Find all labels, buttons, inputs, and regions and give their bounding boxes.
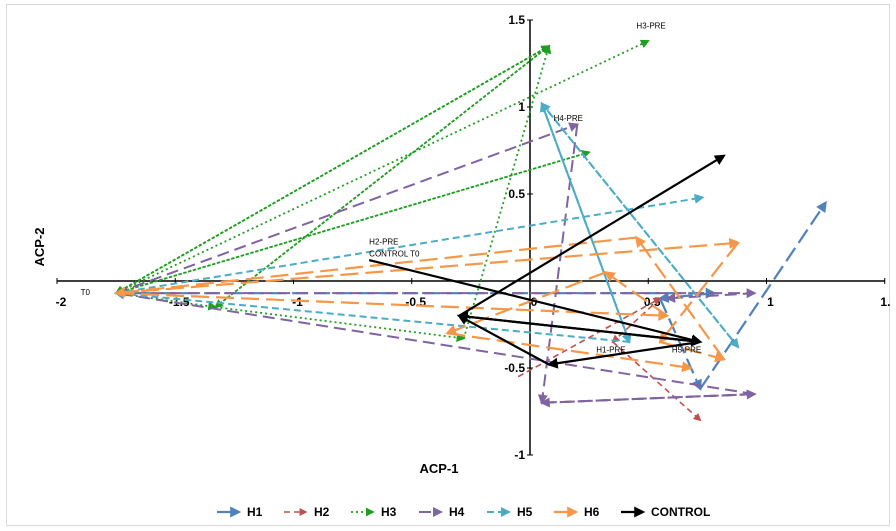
arrow-segment [659, 297, 702, 391]
y-tick-label: 0.5 [508, 187, 525, 201]
legend-label: H5 [517, 505, 533, 519]
axes: ACP-1 ACP-2 -2-1.5-1-0.500.511.5-1-0.50.… [32, 13, 891, 476]
arrow-segment [546, 340, 701, 369]
arrow-segment [114, 45, 550, 295]
series-h2 [517, 297, 702, 422]
legend: H1 H2 H3 H4 H5 H6 CONTROL [217, 505, 710, 519]
y-tick-label: 1 [518, 100, 525, 114]
series-h5 [114, 101, 740, 349]
arrow-segment [115, 39, 650, 294]
annotation-label: CONTROL T0 [369, 250, 420, 259]
arrow-segment [214, 45, 550, 309]
arrow-segment [215, 306, 466, 342]
legend-item-h1: H1 [217, 505, 263, 519]
arrow-segment [658, 242, 739, 344]
x-tick-label: -2 [56, 295, 67, 309]
arrow-segment [447, 332, 693, 373]
legend-item-h2: H2 [284, 505, 330, 519]
arrow-segment [665, 292, 755, 303]
x-axis-title: ACP-1 [419, 461, 458, 476]
annotation-label: H5-PRE [672, 345, 701, 354]
chart-svg: ACP-1 ACP-2 -2-1.5-1-0.500.511.5-1-0.50.… [32, 13, 891, 519]
arrow-segment [115, 122, 580, 295]
y-tick-label: -0.5 [504, 361, 525, 375]
arrow-segment [113, 236, 637, 298]
arrow-segment [368, 259, 703, 346]
x-tick-label: -1 [292, 295, 303, 309]
legend-label: H2 [314, 505, 330, 519]
annotation-label: T0 [81, 288, 91, 297]
series-control [368, 154, 726, 369]
series-layer [113, 39, 827, 422]
annotation-label: H1-PRE [596, 345, 625, 354]
arrow-segment [537, 124, 579, 405]
arrow-segment [115, 45, 551, 294]
arrow-segment [699, 200, 827, 390]
arrow-segment [458, 314, 703, 347]
x-tick-label: 1 [767, 295, 774, 309]
legend-item-h4: H4 [419, 505, 465, 519]
y-axis-title: ACP-2 [32, 227, 47, 266]
arrow-segment [611, 297, 661, 343]
arrow-segment [115, 193, 705, 295]
legend-label: CONTROL [651, 505, 710, 519]
arrow-segment [603, 271, 668, 317]
arrow-segment [540, 101, 739, 348]
arrow-segment [116, 237, 741, 295]
legend-item-control: CONTROL [621, 505, 710, 519]
series-h1 [116, 200, 827, 391]
arrow-segment [659, 340, 727, 363]
legend-label: H3 [381, 505, 397, 519]
x-tick-label: 1.5 [880, 295, 891, 309]
y-tick-label: -1 [514, 448, 525, 462]
arrow-segment [457, 314, 550, 366]
legend-label: H1 [247, 505, 263, 519]
annotation-label: H4-PRE [554, 114, 583, 123]
legend-item-h5: H5 [487, 505, 533, 519]
legend-item-h3: H3 [351, 505, 397, 519]
arrow-segment [458, 154, 726, 317]
legend-label: H6 [584, 505, 600, 519]
arrow-segment [539, 101, 631, 343]
x-tick-label: -0.5 [405, 295, 426, 309]
y-tick-label: 1.5 [508, 13, 525, 27]
x-tick-label: -1.5 [169, 295, 190, 309]
arrow-segment [462, 44, 552, 339]
arrow-segment [114, 151, 590, 296]
legend-label: H4 [449, 505, 465, 519]
chart-frame: ACP-1 ACP-2 -2-1.5-1-0.500.511.5-1-0.50.… [6, 4, 891, 526]
annotation-layer: H3-PRE H4-PRE H2-PRE CONTROL T0 T0 H1-PRE H5-P… [81, 22, 702, 355]
series-h4 [114, 122, 757, 408]
legend-item-h6: H6 [554, 505, 600, 519]
arrow-segment [114, 45, 550, 295]
annotation-label: H3-PRE [636, 22, 665, 31]
arrow-segment [517, 297, 662, 378]
arrow-segment [114, 288, 630, 343]
annotation-label: H2-PRE [369, 237, 398, 246]
